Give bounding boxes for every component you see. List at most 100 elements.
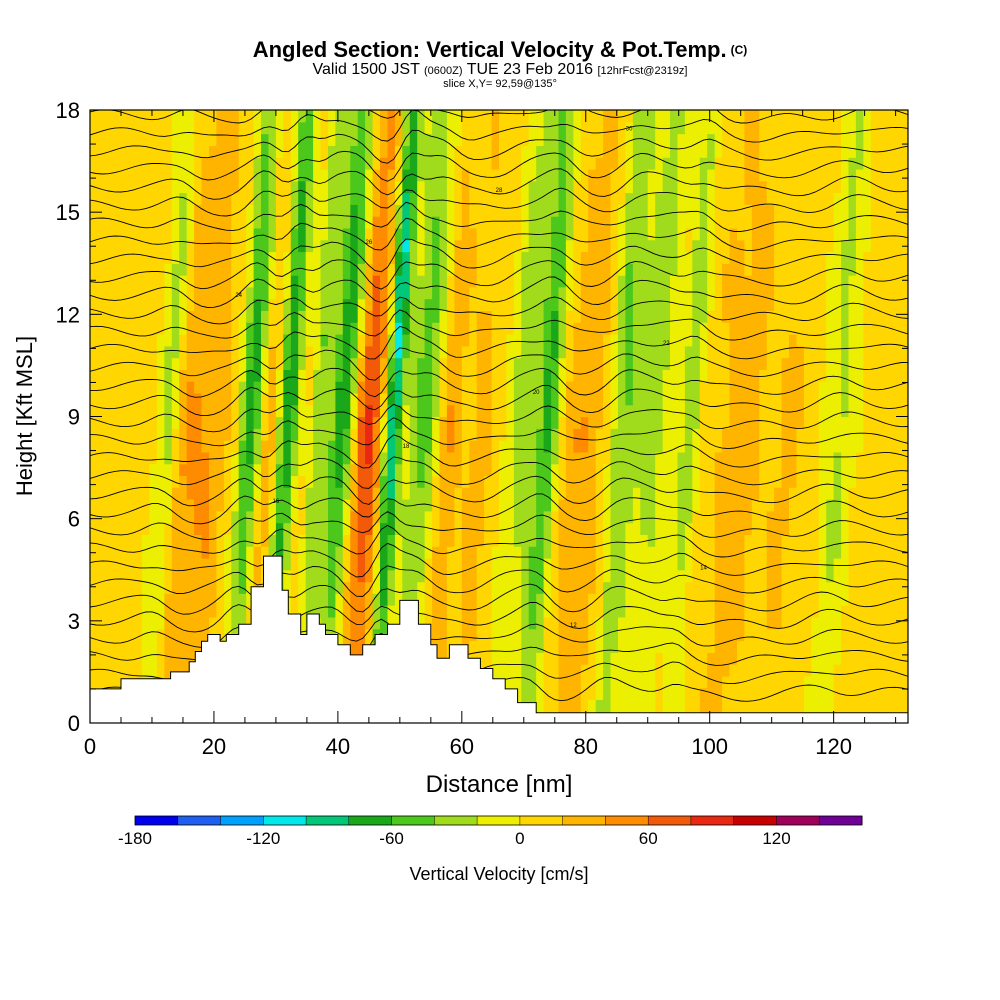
- velocity-cell: [231, 416, 240, 429]
- velocity-cell: [469, 157, 478, 170]
- velocity-cell: [112, 640, 121, 653]
- velocity-cell: [491, 180, 500, 194]
- velocity-cell: [357, 322, 366, 335]
- velocity-cell: [647, 499, 656, 512]
- velocity-cell: [275, 251, 284, 264]
- velocity-cell: [543, 369, 552, 382]
- velocity-cell: [342, 121, 351, 135]
- velocity-cell: [342, 392, 351, 406]
- velocity-cell: [655, 216, 664, 229]
- velocity-cell: [699, 640, 708, 653]
- velocity-cell: [684, 251, 693, 264]
- velocity-cell: [290, 334, 299, 347]
- velocity-cell: [729, 227, 738, 241]
- velocity-cell: [171, 239, 180, 253]
- velocity-cell: [565, 392, 574, 406]
- velocity-cell: [774, 475, 783, 488]
- velocity-cell: [558, 345, 567, 359]
- velocity-cell: [223, 499, 232, 512]
- velocity-cell: [179, 216, 188, 229]
- velocity-cell: [104, 334, 113, 347]
- velocity-cell: [127, 192, 136, 205]
- velocity-cell: [290, 593, 299, 606]
- velocity-cell: [127, 628, 136, 642]
- velocity-cell: [491, 605, 500, 618]
- velocity-cell: [387, 499, 396, 512]
- velocity-cell: [506, 180, 515, 194]
- velocity-cell: [551, 475, 560, 488]
- velocity-cell: [394, 558, 403, 571]
- velocity-cell: [670, 664, 679, 677]
- velocity-cell: [246, 157, 255, 170]
- velocity-cell: [714, 369, 723, 382]
- velocity-cell: [424, 392, 433, 406]
- velocity-cell: [216, 593, 225, 606]
- velocity-cell: [744, 581, 753, 594]
- velocity-cell: [707, 428, 716, 441]
- velocity-cell: [461, 286, 470, 300]
- velocity-cell: [298, 345, 307, 359]
- velocity-cell: [328, 357, 337, 370]
- velocity-cell: [625, 157, 634, 170]
- velocity-cell: [365, 180, 374, 194]
- velocity-cell: [424, 322, 433, 335]
- velocity-cell: [394, 605, 403, 618]
- velocity-cell: [625, 416, 634, 429]
- velocity-cell: [751, 192, 760, 205]
- velocity-cell: [112, 664, 121, 677]
- velocity-cell: [380, 605, 389, 618]
- velocity-cell: [506, 510, 515, 524]
- velocity-cell: [737, 581, 746, 594]
- velocity-cell: [171, 499, 180, 512]
- velocity-cell: [632, 616, 641, 630]
- velocity-cell: [149, 558, 158, 571]
- velocity-cell: [484, 275, 493, 288]
- velocity-cell: [677, 357, 686, 370]
- velocity-cell: [677, 652, 686, 665]
- velocity-cell: [357, 546, 366, 559]
- velocity-cell: [781, 640, 790, 653]
- velocity-cell: [261, 334, 270, 347]
- velocity-cell: [781, 251, 790, 264]
- velocity-cell: [290, 581, 299, 594]
- velocity-cell: [722, 145, 731, 158]
- velocity-cell: [216, 499, 225, 512]
- velocity-cell: [313, 286, 322, 300]
- velocity-cell: [729, 251, 738, 264]
- velocity-cell: [461, 121, 470, 135]
- velocity-cell: [454, 475, 463, 488]
- velocity-cell: [588, 204, 597, 217]
- velocity-cell: [387, 475, 396, 488]
- velocity-cell: [677, 546, 686, 559]
- velocity-cell: [268, 227, 277, 241]
- velocity-cell: [781, 605, 790, 618]
- velocity-cell: [201, 487, 210, 500]
- velocity-cell: [253, 239, 262, 253]
- velocity-cell: [632, 251, 641, 264]
- velocity-cell: [565, 357, 574, 370]
- velocity-cell: [357, 227, 366, 241]
- velocity-cell: [536, 664, 545, 677]
- velocity-cell: [216, 605, 225, 618]
- velocity-cell: [588, 133, 597, 146]
- velocity-cell: [149, 510, 158, 524]
- velocity-cell: [119, 157, 128, 170]
- velocity-cell: [201, 428, 210, 441]
- velocity-cell: [446, 357, 455, 370]
- velocity-cell: [90, 675, 99, 689]
- velocity-cell: [328, 392, 337, 406]
- velocity-cell: [387, 392, 396, 406]
- velocity-cell: [692, 558, 701, 571]
- velocity-cell: [372, 369, 381, 382]
- velocity-cell: [179, 451, 188, 465]
- velocity-cell: [156, 581, 165, 594]
- velocity-cell: [744, 652, 753, 665]
- velocity-cell: [618, 699, 627, 712]
- velocity-cell: [565, 569, 574, 583]
- velocity-cell: [565, 227, 574, 241]
- velocity-cell: [283, 475, 292, 488]
- velocity-cell: [127, 404, 136, 418]
- velocity-cell: [610, 605, 619, 618]
- velocity-cell: [699, 558, 708, 571]
- velocity-cell: [476, 581, 485, 594]
